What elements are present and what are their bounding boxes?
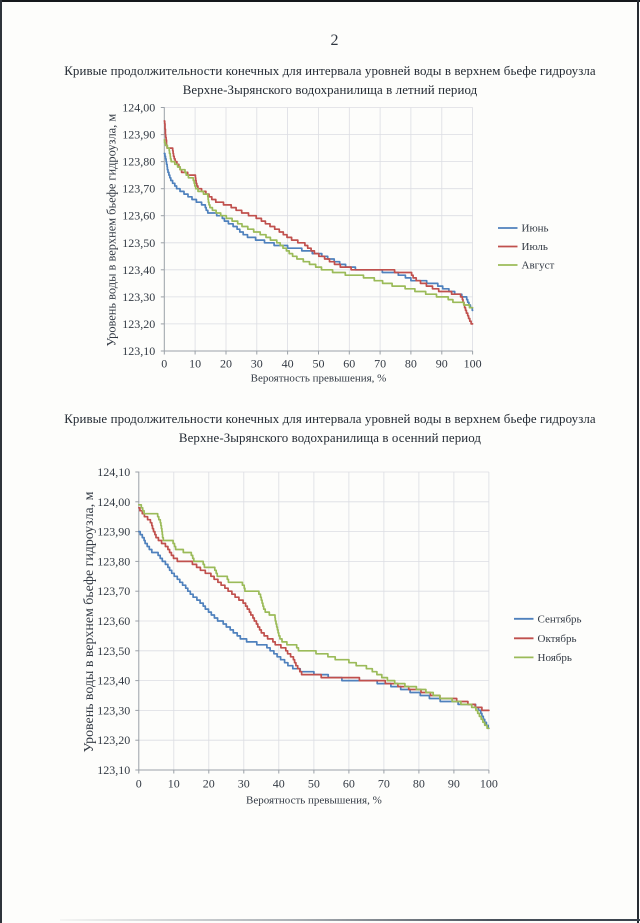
svg-text:70: 70 bbox=[374, 356, 386, 370]
svg-text:123,40: 123,40 bbox=[122, 263, 155, 277]
svg-text:20: 20 bbox=[220, 356, 232, 370]
svg-text:123,60: 123,60 bbox=[97, 614, 130, 628]
svg-text:80: 80 bbox=[405, 356, 417, 370]
svg-text:20: 20 bbox=[203, 777, 215, 791]
svg-text:30: 30 bbox=[251, 356, 263, 370]
svg-text:40: 40 bbox=[282, 356, 294, 370]
svg-text:123,40: 123,40 bbox=[97, 674, 130, 688]
svg-text:123,80: 123,80 bbox=[97, 554, 130, 568]
svg-text:Июль: Июль bbox=[522, 241, 548, 253]
svg-text:10: 10 bbox=[189, 356, 201, 370]
svg-text:123,70: 123,70 bbox=[97, 584, 130, 598]
svg-text:50: 50 bbox=[308, 777, 320, 791]
svg-text:Август: Август bbox=[522, 260, 555, 272]
svg-text:123,60: 123,60 bbox=[122, 209, 155, 223]
svg-text:Вероятность превышения, %: Вероятность превышения, % bbox=[246, 794, 382, 806]
svg-text:Сентябрь: Сентябрь bbox=[538, 614, 582, 626]
svg-text:Уровень воды в верхнем бьефе г: Уровень воды в верхнем бьефе гидроузла, … bbox=[105, 114, 119, 347]
svg-text:124,00: 124,00 bbox=[97, 495, 130, 509]
svg-text:40: 40 bbox=[273, 777, 285, 791]
svg-text:123,20: 123,20 bbox=[122, 317, 155, 331]
svg-text:Вероятность превышения, %: Вероятность превышения, % bbox=[251, 373, 387, 385]
svg-text:30: 30 bbox=[238, 777, 250, 791]
svg-text:123,10: 123,10 bbox=[122, 344, 155, 358]
svg-text:100: 100 bbox=[480, 777, 498, 791]
svg-text:Июнь: Июнь bbox=[522, 223, 549, 235]
svg-text:123,90: 123,90 bbox=[122, 128, 155, 142]
svg-text:90: 90 bbox=[448, 777, 460, 791]
svg-text:50: 50 bbox=[313, 356, 325, 370]
svg-text:70: 70 bbox=[378, 777, 390, 791]
svg-text:123,30: 123,30 bbox=[97, 703, 130, 717]
svg-text:123,70: 123,70 bbox=[122, 182, 155, 196]
svg-text:123,50: 123,50 bbox=[122, 236, 155, 250]
svg-text:123,10: 123,10 bbox=[97, 763, 130, 777]
svg-text:80: 80 bbox=[413, 777, 425, 791]
svg-text:123,90: 123,90 bbox=[97, 525, 130, 539]
svg-text:123,20: 123,20 bbox=[97, 733, 130, 747]
svg-text:100: 100 bbox=[464, 356, 482, 370]
svg-text:Уровень воды в верхнем бьефе г: Уровень воды в верхнем бьефе гидроузла, … bbox=[82, 491, 97, 752]
svg-text:60: 60 bbox=[343, 356, 355, 370]
svg-text:0: 0 bbox=[136, 777, 142, 791]
svg-text:90: 90 bbox=[436, 356, 448, 370]
svg-text:123,80: 123,80 bbox=[122, 155, 155, 169]
svg-text:123,50: 123,50 bbox=[97, 644, 130, 658]
svg-text:10: 10 bbox=[168, 777, 180, 791]
svg-text:Ноябрь: Ноябрь bbox=[538, 652, 572, 664]
svg-text:60: 60 bbox=[343, 777, 355, 791]
svg-text:123,30: 123,30 bbox=[122, 290, 155, 304]
svg-text:124,00: 124,00 bbox=[122, 101, 155, 115]
svg-text:0: 0 bbox=[161, 356, 167, 370]
svg-text:124,10: 124,10 bbox=[97, 465, 130, 479]
svg-text:Октябрь: Октябрь bbox=[538, 633, 577, 645]
